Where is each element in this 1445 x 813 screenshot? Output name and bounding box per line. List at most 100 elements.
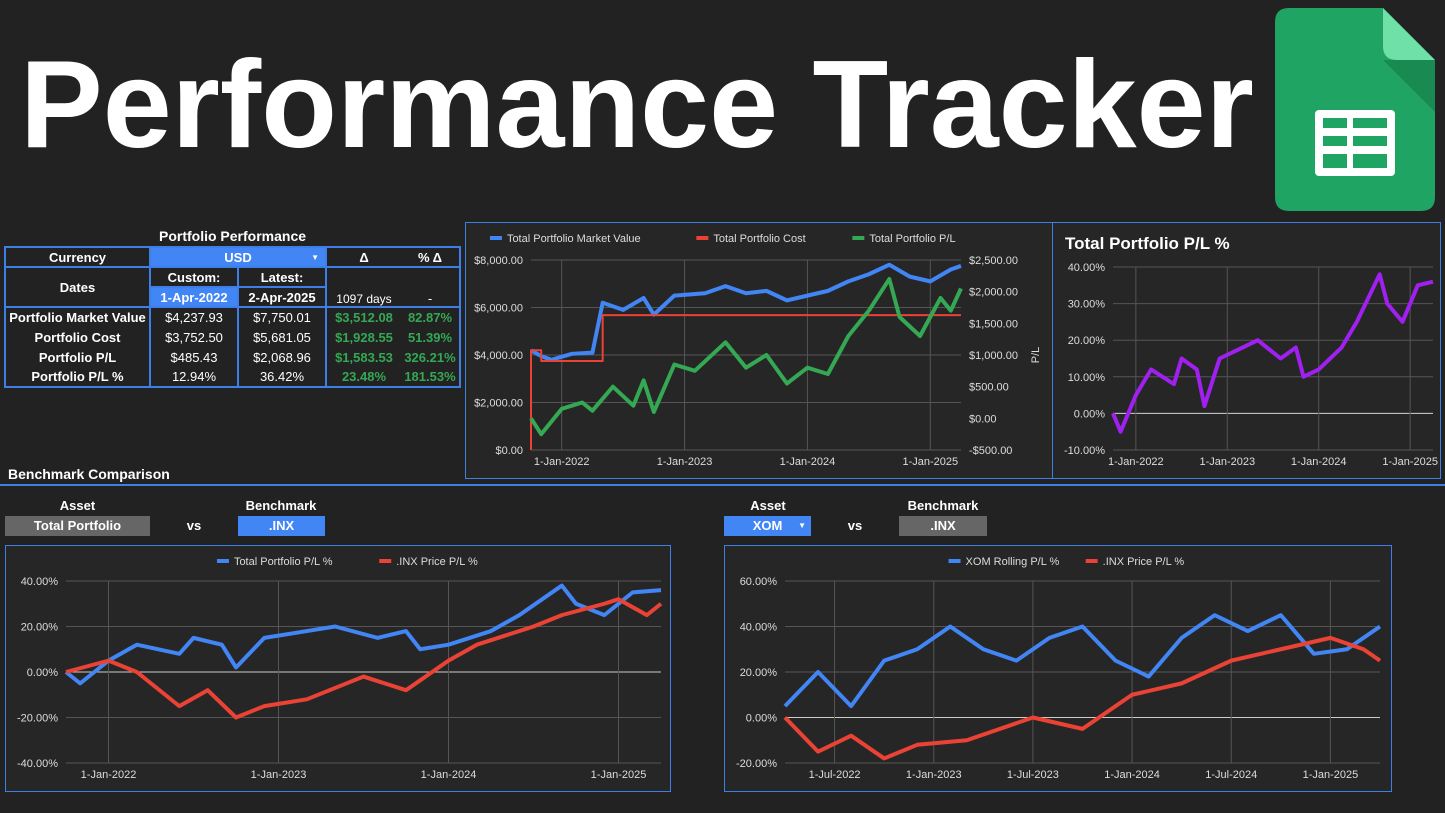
days-count: 1097 days — [325, 266, 401, 308]
row-label: Portfolio Cost — [4, 327, 151, 347]
x-tick-label: 1-Jan-2022 — [534, 456, 590, 468]
pct-delta-value: 82.87% — [401, 306, 461, 327]
charts-panel — [465, 222, 1441, 479]
benchmark-comparison-title: Benchmark Comparison — [8, 466, 170, 482]
pct-delta-value: 326.21% — [401, 347, 461, 367]
y-tick-label: 0.00% — [1074, 408, 1105, 420]
y2-tick-label: $1,000.00 — [969, 350, 1018, 362]
x-tick-label: 1-Jan-2023 — [906, 769, 962, 781]
legend-swatch — [852, 236, 865, 240]
x-tick-label: 1-Jan-2024 — [421, 769, 477, 781]
asset-value: XOM — [752, 518, 783, 533]
chart-title: Total Portfolio P/L % — [1065, 234, 1230, 253]
y-tick-label: 20.00% — [21, 622, 59, 634]
series-line-total-portfolio-p-l- — [64, 583, 662, 686]
y-tick-label: 40.00% — [21, 576, 59, 588]
delta-header: Δ — [325, 246, 401, 268]
latest-date: 2-Apr-2025 — [237, 286, 327, 308]
series-line-pl-pct — [1111, 272, 1434, 434]
legend-label: .INX Price P/L % — [1103, 556, 1185, 568]
asset-select[interactable]: Total Portfolio — [5, 516, 150, 536]
legend-swatch — [489, 236, 502, 240]
legend-swatch — [1085, 559, 1098, 563]
series-line--inx-price-p-l- — [783, 635, 1382, 761]
panel-divider — [1052, 223, 1053, 478]
google-sheets-icon — [1275, 8, 1435, 211]
x-tick-label: 1-Jan-2024 — [1104, 769, 1160, 781]
y-tick-label: 40.00% — [740, 622, 778, 634]
asset-dropdown[interactable]: XOM ▼ — [724, 516, 811, 536]
table-row: Portfolio Cost $3,752.50 $5,681.05 $1,928.5… — [4, 327, 461, 347]
pct-delta-value: 181.53% — [401, 367, 461, 387]
benchmark-select[interactable]: .INX — [899, 516, 987, 536]
asset-label: Asset — [750, 498, 786, 513]
pct-delta-value: 51.39% — [401, 327, 461, 347]
x-tick-label: 1-Jul-2023 — [1007, 769, 1059, 781]
benchmark-chart-right-frame — [724, 545, 1392, 792]
vs-label: vs — [186, 518, 202, 533]
y-tick-label: $6,000.00 — [474, 303, 523, 315]
latest-value: $2,068.96 — [237, 347, 327, 367]
portfolio-pl-pct-chart: Total Portfolio P/L % -10.00% 0.00% 10.00% 2… — [1064, 234, 1438, 468]
y2-tick-label: $1,500.00 — [969, 318, 1018, 330]
custom-date-input[interactable]: 1-Apr-2022 — [149, 286, 239, 308]
y2-axis-label: P/L — [1030, 347, 1042, 364]
row-label: Portfolio P/L — [4, 347, 151, 367]
legend-label: Total Portfolio Cost — [713, 233, 805, 245]
x-tick-label: 1-Jan-2023 — [657, 456, 713, 468]
y-tick-label: 0.00% — [746, 713, 777, 725]
y-tick-label: -10.00% — [1064, 445, 1105, 457]
series-line-xom-rolling-p-l- — [783, 613, 1382, 709]
delta-value: $3,512.08 — [325, 306, 401, 327]
series-line--inx-price-p-l- — [65, 597, 663, 720]
y-tick-label: 10.00% — [1068, 372, 1106, 384]
benchmark-label: Benchmark — [245, 498, 317, 513]
y2-tick-label: $0.00 — [969, 413, 997, 425]
custom-value: $3,752.50 — [149, 327, 239, 347]
y-tick-label: 20.00% — [740, 667, 778, 679]
custom-value: 12.94% — [149, 367, 239, 387]
portfolio-value-chart: $0.00 $2,000.00 $4,000.00 $6,000.00 $8,000.0… — [474, 233, 1042, 468]
latest-label: Latest: — [237, 266, 327, 288]
y-tick-label: 20.00% — [1068, 335, 1106, 347]
x-tick-label: 1-Jan-2022 — [81, 769, 137, 781]
benchmark-select[interactable]: .INX — [238, 516, 325, 536]
x-tick-label: 1-Jul-2022 — [809, 769, 861, 781]
legend-label: .INX Price P/L % — [396, 556, 478, 568]
currency-label: Currency — [4, 246, 151, 268]
x-tick-label: 1-Jan-2024 — [1291, 456, 1347, 468]
y2-tick-label: $2,000.00 — [969, 287, 1018, 299]
benchmark-chart-left: -40.00% -20.00% 0.00% 20.00% 40.00% 1-Jan-202… — [17, 556, 663, 781]
y-tick-label: $2,000.00 — [474, 398, 523, 410]
section-divider — [0, 484, 1445, 486]
latest-value: 36.42% — [237, 367, 327, 387]
dates-label: Dates — [4, 266, 151, 308]
y-tick-label: $4,000.00 — [474, 350, 523, 362]
x-tick-label: 1-Jul-2024 — [1205, 769, 1257, 781]
portfolio-performance-table: Currency USD ▼ Δ % Δ Dates Custom: Latest… — [4, 246, 461, 388]
latest-value: $5,681.05 — [237, 327, 327, 347]
legend-label: Total Portfolio P/L % — [234, 556, 333, 568]
latest-value: $7,750.01 — [237, 306, 327, 327]
custom-label: Custom: — [149, 266, 239, 288]
delta-value: 23.48% — [325, 367, 401, 387]
custom-value: $4,237.93 — [149, 306, 239, 327]
pct-delta-header: % Δ — [401, 246, 461, 268]
series-line-total-portfolio-cost — [530, 314, 961, 450]
x-tick-label: 1-Jan-2025 — [591, 769, 647, 781]
x-tick-label: 1-Jan-2024 — [780, 456, 836, 468]
currency-value: USD — [224, 249, 252, 265]
y2-tick-label: $500.00 — [969, 382, 1009, 394]
benchmark-chart-right: -20.00% 0.00% 20.00% 40.00% 60.00% 1-Jul-2022… — [736, 556, 1382, 781]
legend-label: XOM Rolling P/L % — [966, 556, 1060, 568]
legend-swatch — [696, 236, 709, 240]
legend-swatch — [379, 559, 392, 563]
delta-value: $1,928.55 — [325, 327, 401, 347]
currency-dropdown[interactable]: USD ▼ — [149, 246, 327, 268]
row-label: Portfolio P/L % — [4, 367, 151, 387]
x-tick-label: 1-Jan-2025 — [902, 456, 958, 468]
benchmark-label: Benchmark — [907, 498, 979, 513]
x-tick-label: 1-Jan-2025 — [1382, 456, 1438, 468]
y-tick-label: -20.00% — [17, 713, 58, 725]
asset-label: Asset — [59, 498, 96, 513]
